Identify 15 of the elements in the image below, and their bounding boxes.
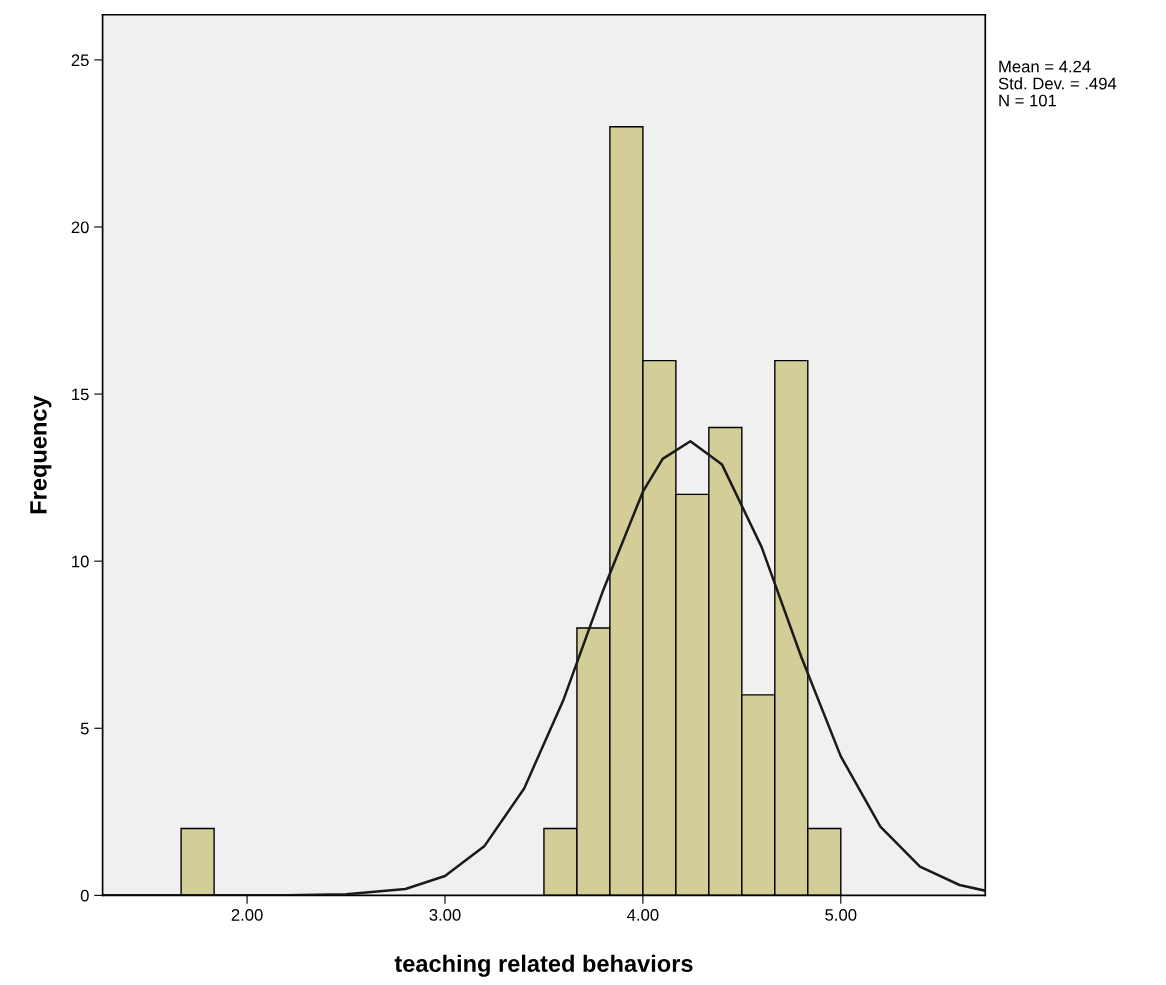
x-tick-label: 4.00 <box>627 909 659 921</box>
y-tick-label: 25 <box>71 54 89 67</box>
x-tick-label: 2.00 <box>231 909 263 921</box>
y-axis-title: Frequency <box>30 395 52 514</box>
text: Std. Dev. = .494 <box>998 77 1117 90</box>
y-tick-label: 15 <box>72 388 89 401</box>
text: N = 101 <box>999 94 1057 107</box>
x-axis-title: teaching related behaviors <box>394 954 693 977</box>
x-tick-label: 5.00 <box>825 909 857 921</box>
text: Mean = 4.24 <box>999 60 1091 73</box>
y-tick-label: 10 <box>72 555 89 568</box>
y-tick-label: 0 <box>80 889 89 902</box>
y-tick-label: 20 <box>71 221 89 234</box>
x-tick-label: 3.00 <box>429 909 461 921</box>
y-tick-label: 5 <box>80 722 89 735</box>
